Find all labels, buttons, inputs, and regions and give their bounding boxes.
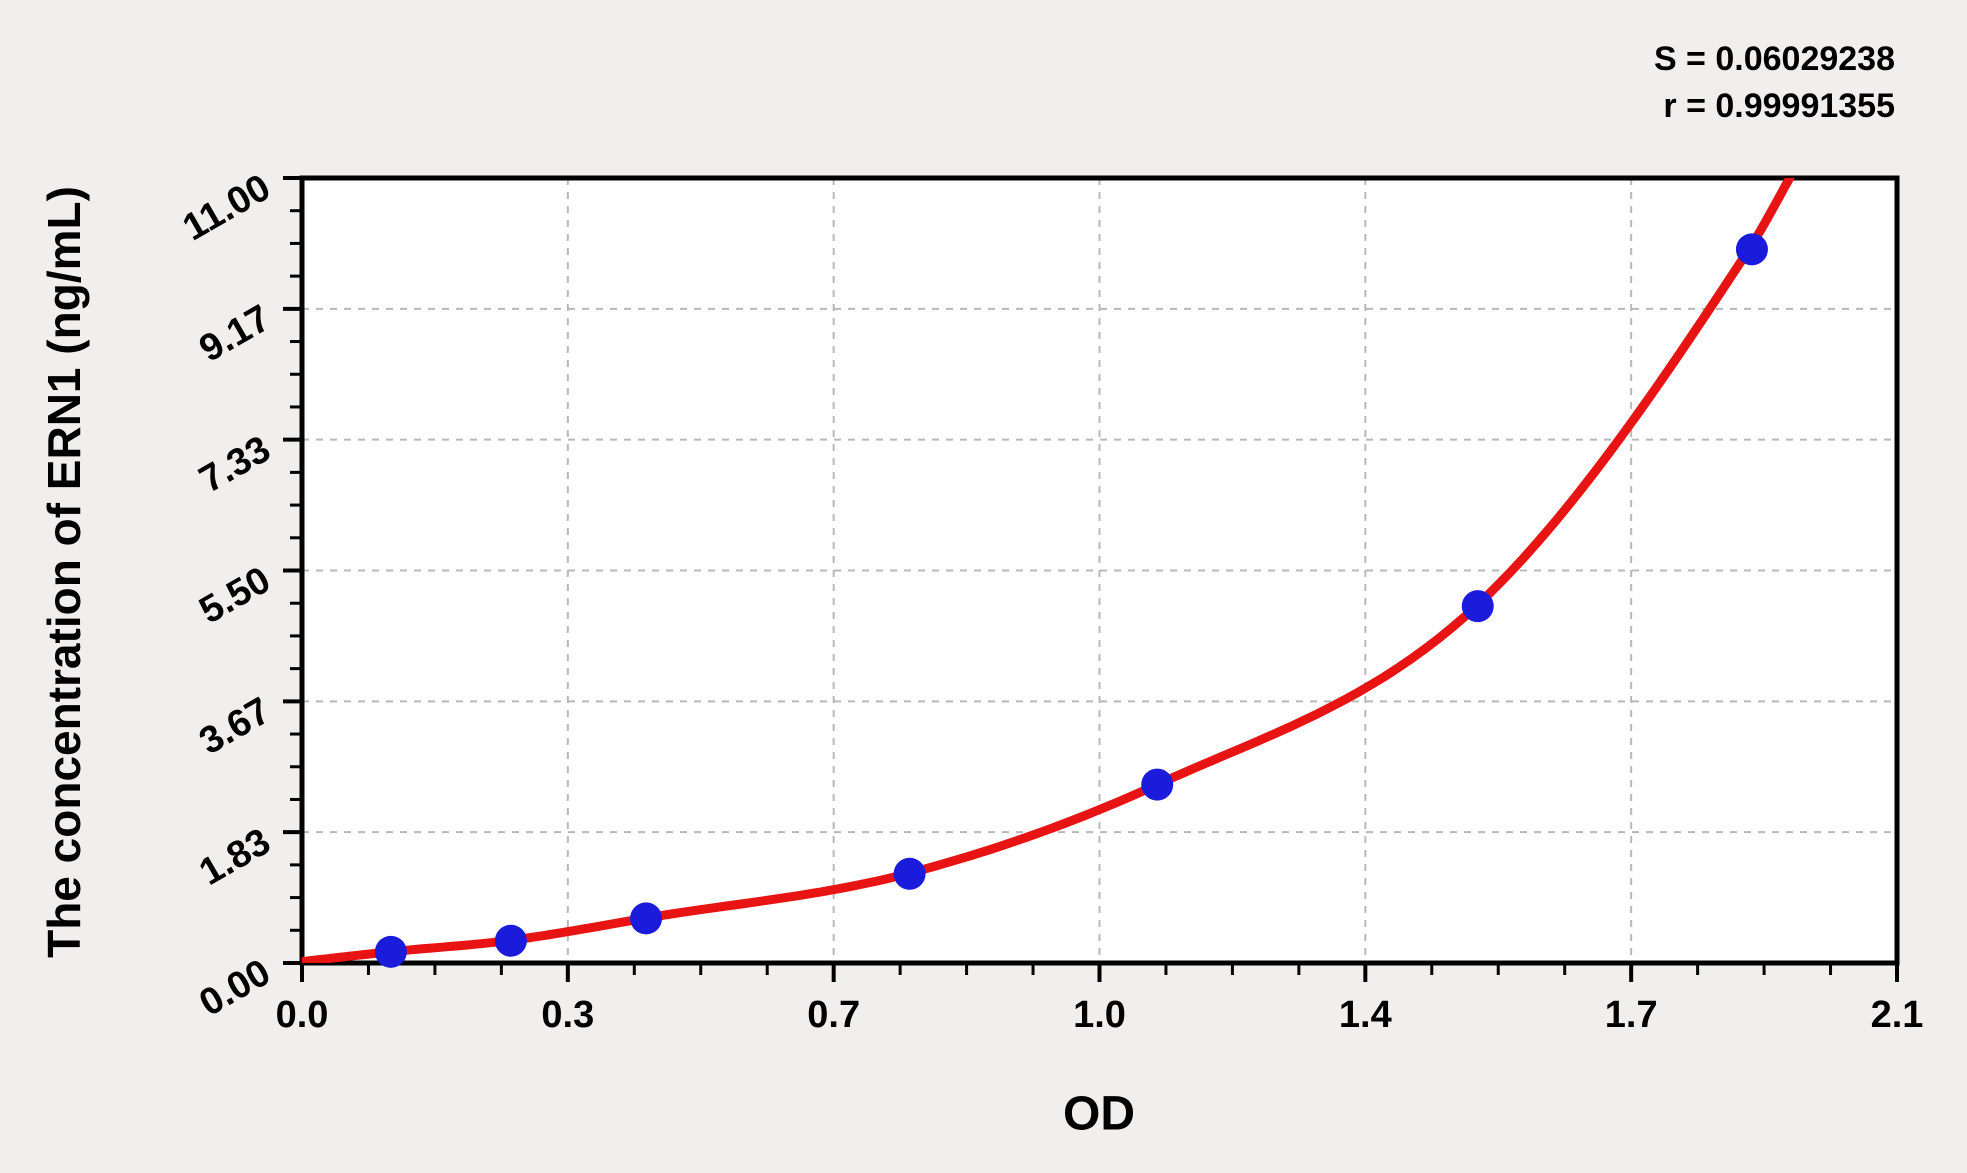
data-point xyxy=(494,924,527,957)
y-tick-label: 11.00 xyxy=(176,166,278,249)
y-tick-label: 9.17 xyxy=(192,297,277,370)
x-tick-label: 0.3 xyxy=(541,994,594,1036)
y-tick-label: 1.83 xyxy=(192,821,277,894)
x-tick-label: 2.1 xyxy=(1871,994,1924,1036)
data-point xyxy=(1141,768,1174,801)
s-value-text: S = 0.06029238 xyxy=(1653,40,1895,78)
x-tick-label: 1.4 xyxy=(1339,994,1392,1036)
y-tick-label: 7.33 xyxy=(192,428,277,501)
x-axis-title: OD xyxy=(1063,1087,1135,1141)
x-tick-label: 0.0 xyxy=(276,994,329,1036)
fit-statistics: S = 0.06029238 r = 0.99991355 xyxy=(1654,36,1895,130)
data-point xyxy=(1735,233,1768,266)
y-axis-title: The concentration of ERN1 (ng/mL) xyxy=(38,186,90,958)
x-tick-label: 1.7 xyxy=(1605,994,1658,1036)
plot-border xyxy=(299,175,1900,966)
x-tick-label: 0.7 xyxy=(807,994,860,1036)
data-point xyxy=(893,857,926,890)
data-point xyxy=(1461,590,1494,623)
y-tick-label: 5.50 xyxy=(192,559,277,632)
data-point xyxy=(374,935,407,968)
data-point xyxy=(630,902,663,935)
x-tick-label: 1.0 xyxy=(1073,994,1126,1036)
r-value-text: r = 0.99991355 xyxy=(1663,87,1895,125)
y-tick-label: 3.67 xyxy=(192,690,277,763)
y-tick-label: 0.00 xyxy=(192,951,277,1024)
